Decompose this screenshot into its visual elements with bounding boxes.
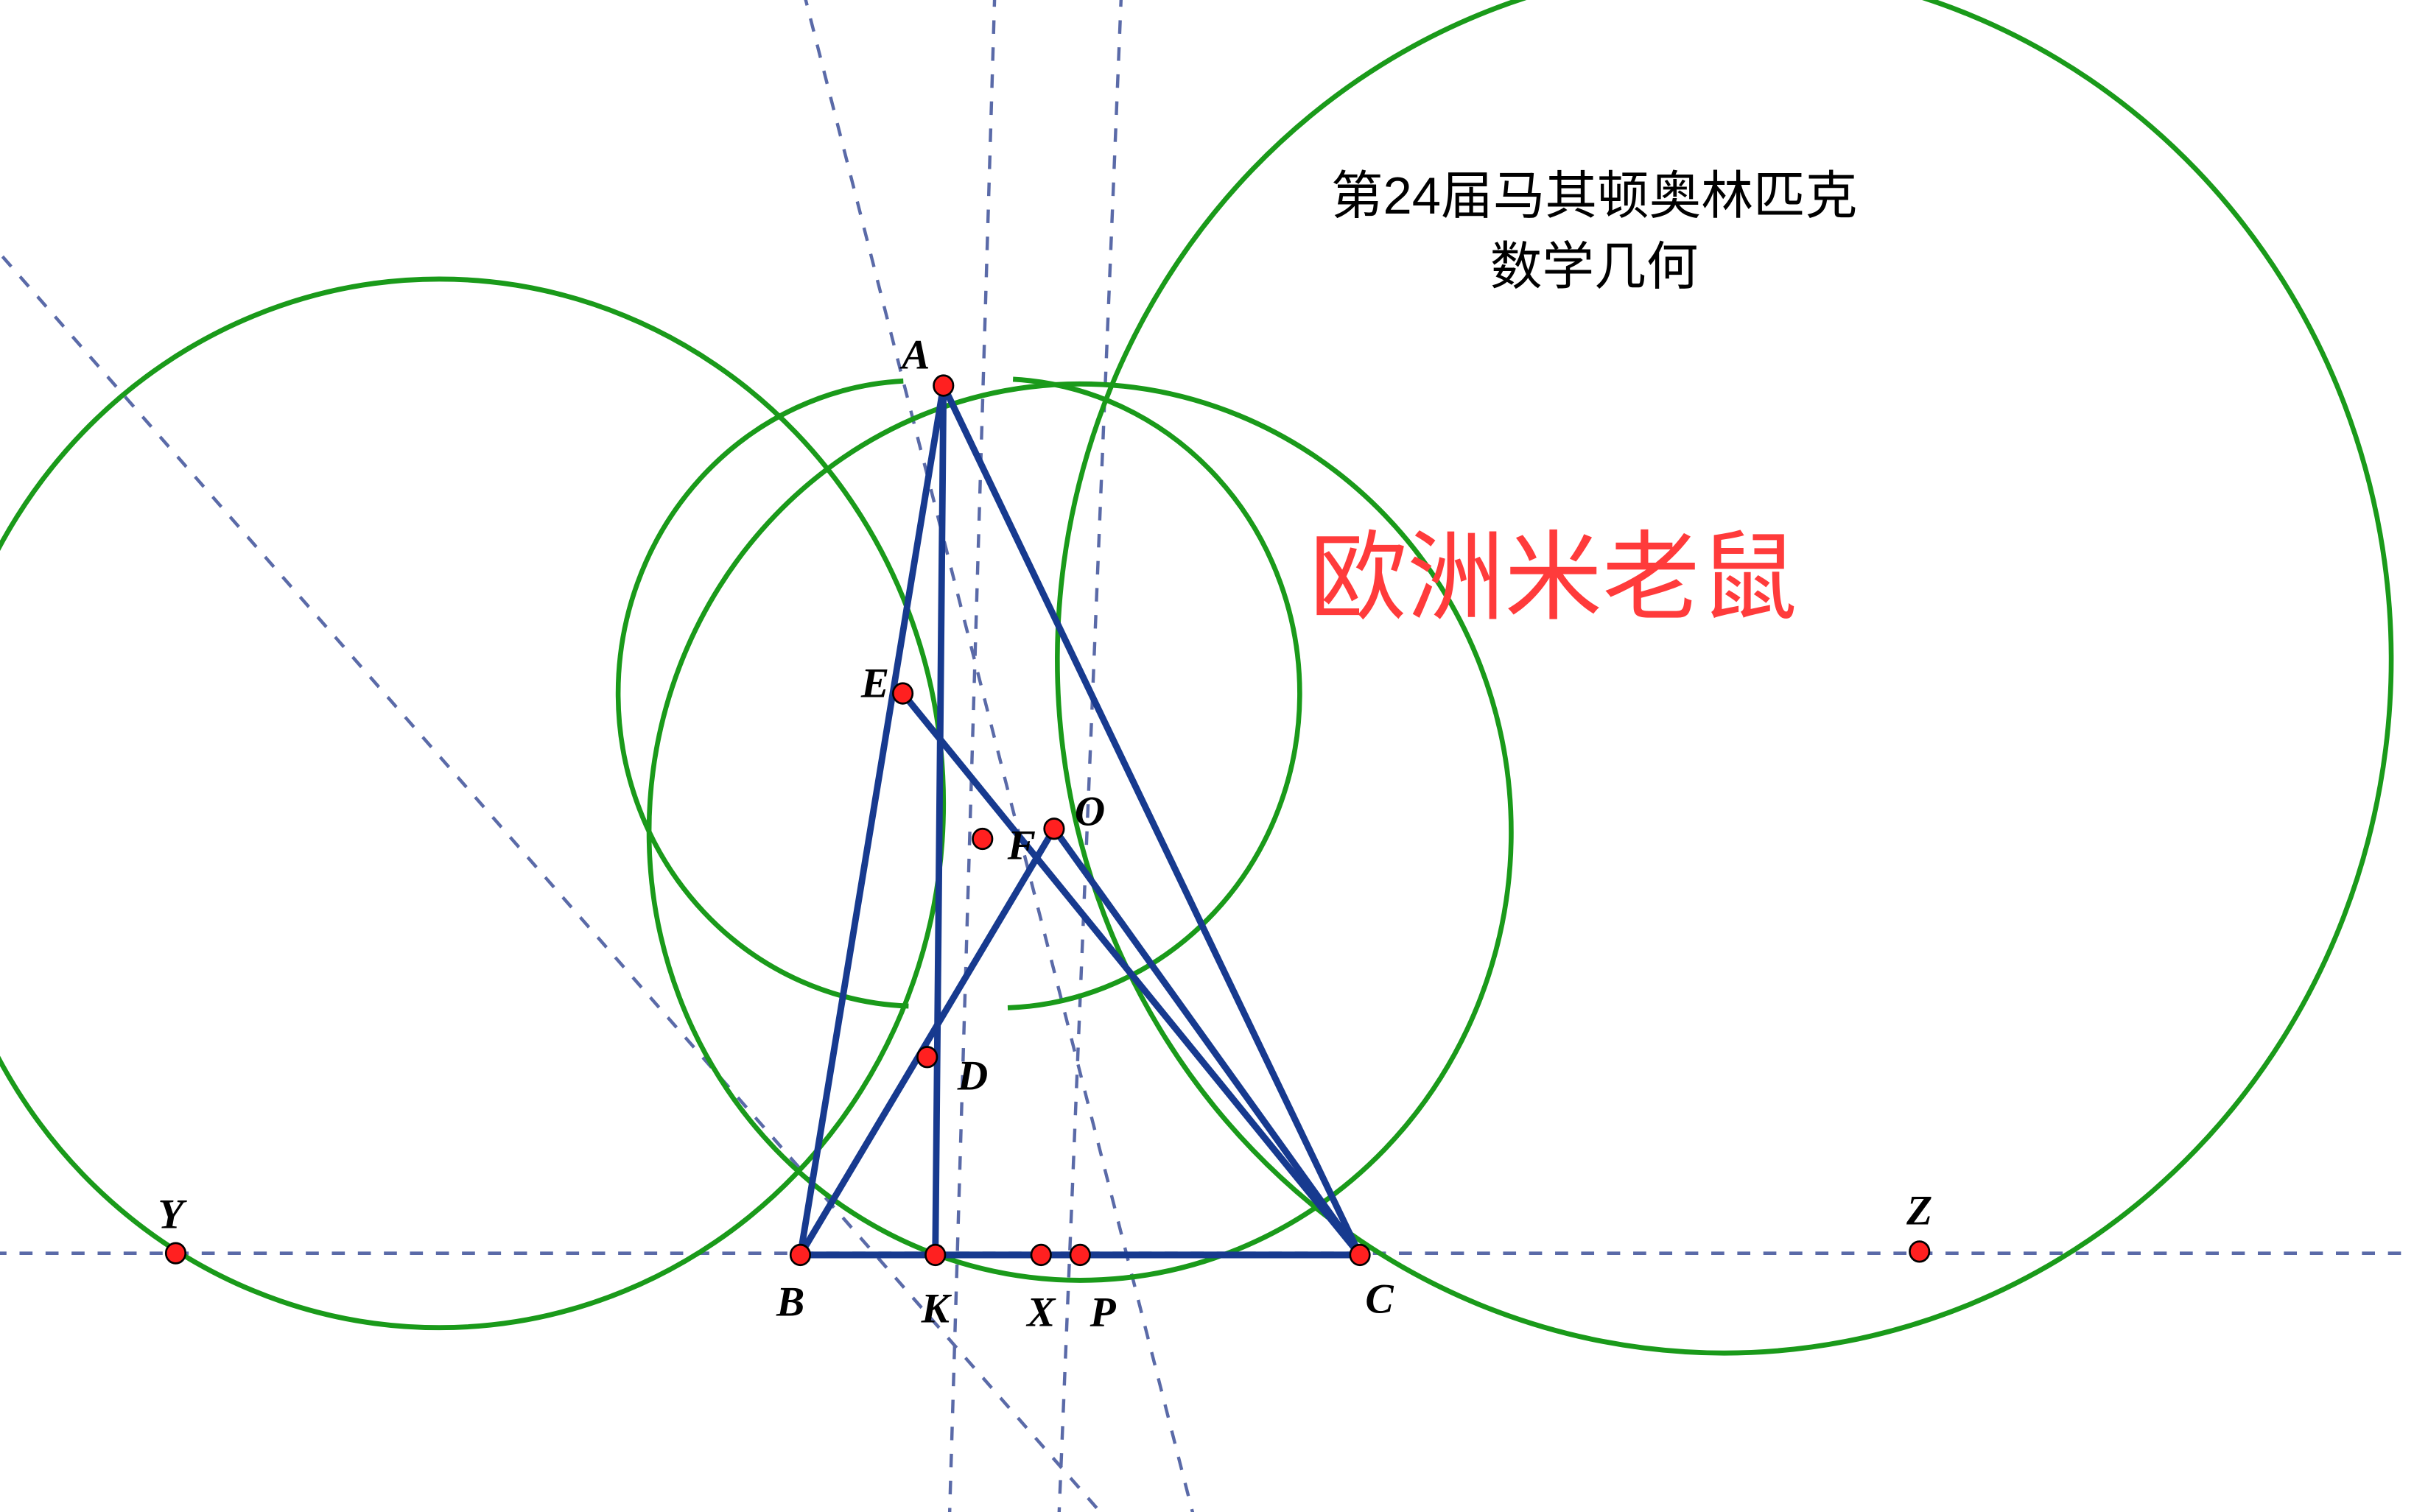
circle-circle-left [0,279,944,1328]
label-O: O [1075,788,1105,836]
point-D [917,1047,936,1067]
point-C [1350,1245,1369,1265]
title-line2: 数学几何 [1269,231,1919,301]
label-P: P [1090,1289,1116,1337]
point-B [790,1245,810,1265]
diagram-canvas: 第24届马其顿奥林匹克 数学几何 欧洲米老鼠 A B C D E FO K XP Y Z [0,0,2414,1512]
label-X: X [1027,1289,1055,1337]
label-F: F [1008,822,1036,870]
point-K [925,1245,944,1265]
watermark-text: 欧洲米老鼠 [1310,499,1797,640]
geometry-svg [0,0,2414,1512]
title-block: 第24届马其顿奥林匹克 数学几何 [1269,161,1919,301]
dashed-line-vert-right [1057,0,1122,1512]
point-Y [166,1243,185,1264]
label-B: B [776,1279,804,1326]
label-C: C [1365,1275,1393,1323]
point-O [1045,818,1064,839]
arc-incircle-leaf-right [1008,379,1299,1008]
segment-CO [1054,829,1360,1255]
segment-AB [800,386,943,1255]
point-P [1070,1245,1090,1265]
point-A [934,376,953,396]
label-Y: Y [158,1190,183,1238]
label-D: D [958,1052,988,1100]
point-F [973,829,992,849]
title-line1: 第24届马其顿奥林匹克 [1269,161,1919,231]
label-E: E [861,659,889,707]
point-X [1031,1245,1050,1265]
label-Z: Z [1906,1187,1932,1235]
point-E [893,683,912,704]
point-Z [1909,1242,1929,1262]
dashed-line-through-A-X [797,0,1204,1512]
label-A: A [902,331,930,379]
label-K: K [922,1285,950,1333]
